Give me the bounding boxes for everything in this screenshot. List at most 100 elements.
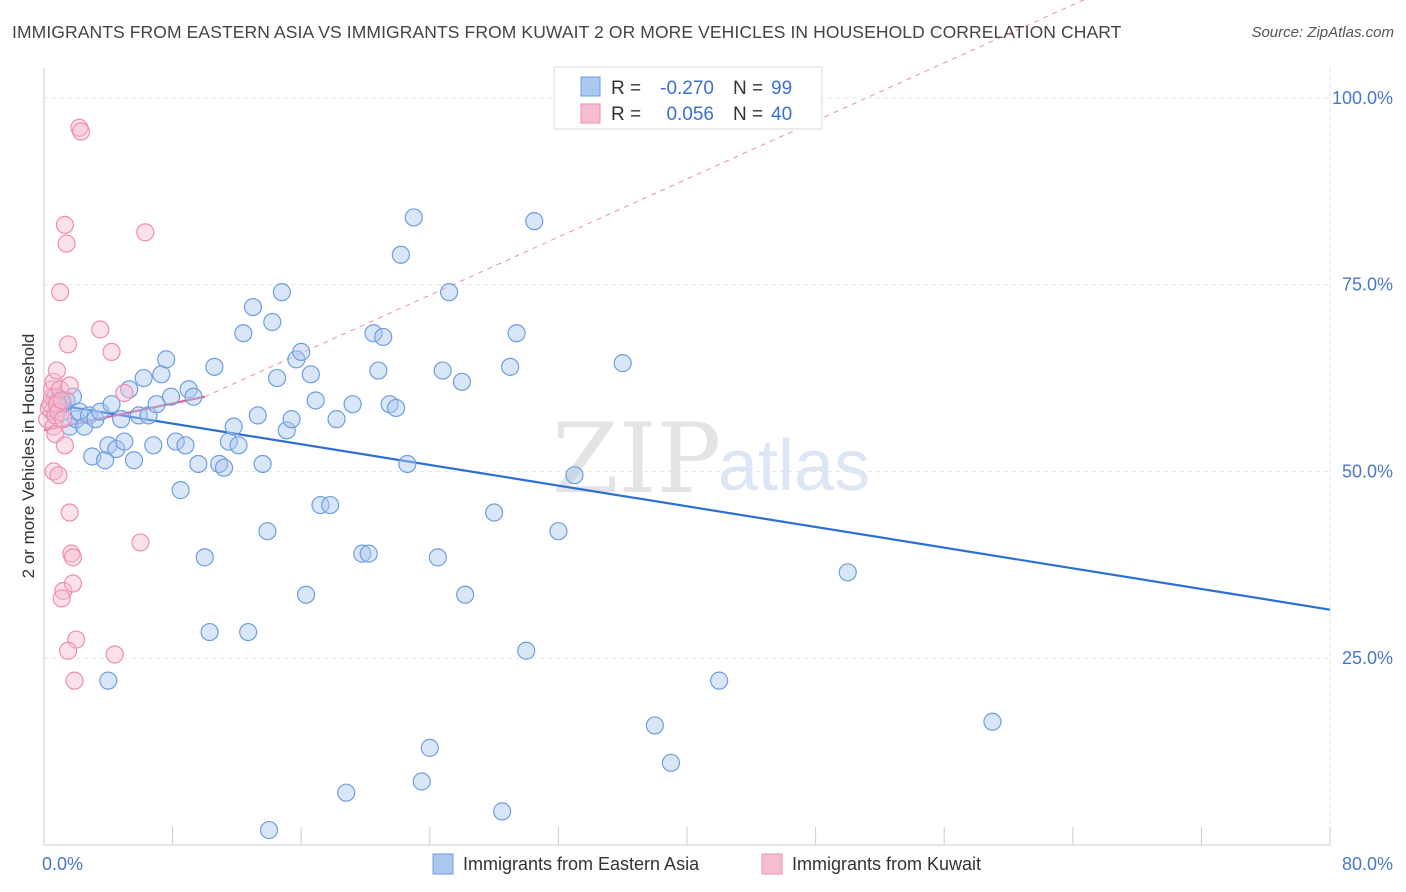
point-kuwait-18 <box>57 234 76 253</box>
point-kuwait-37 <box>63 574 83 593</box>
point-eastern-asia-93 <box>661 753 681 772</box>
point-eastern-asia-30 <box>161 387 181 406</box>
y-tick-labels: 25.0% 50.0% 75.0% 100.0% <box>1332 88 1393 668</box>
series-legend-swatch-kuwait <box>761 853 783 875</box>
point-kuwait-36 <box>52 589 71 608</box>
point-eastern-asia-15 <box>95 451 115 470</box>
point-kuwait-12 <box>50 283 70 302</box>
legend-r-value-eastern-asia: -0.270 <box>660 78 714 99</box>
point-eastern-asia-84 <box>493 802 512 821</box>
chart-title: IMMIGRANTS FROM EASTERN ASIA VS IMMIGRAN… <box>12 22 1122 42</box>
chart-source: Source: ZipAtlas.com <box>1251 24 1394 41</box>
y-tick-label-1: 50.0% <box>1342 461 1393 481</box>
point-kuwait-23 <box>65 671 84 690</box>
series-legend-label-kuwait: Immigrants from Kuwait <box>792 854 981 874</box>
point-eastern-asia-38 <box>200 622 219 642</box>
point-eastern-asia-67 <box>359 544 378 563</box>
point-kuwait-14 <box>52 391 71 410</box>
point-kuwait-9 <box>47 361 66 380</box>
point-eastern-asia-47 <box>243 297 263 317</box>
legend-n-label-kuwait: N = <box>733 104 763 125</box>
legend-r-value-kuwait: 0.056 <box>666 104 714 125</box>
point-eastern-asia-22 <box>124 451 144 470</box>
point-eastern-asia-86 <box>507 324 526 343</box>
point-eastern-asia-92 <box>645 716 664 735</box>
point-eastern-asia-81 <box>452 372 472 391</box>
point-kuwait-20 <box>60 503 79 522</box>
point-eastern-asia-54 <box>277 421 296 440</box>
point-eastern-asia-59 <box>301 365 320 384</box>
point-eastern-asia-33 <box>176 436 195 455</box>
point-eastern-asia-29 <box>157 350 176 369</box>
point-eastern-asia-37 <box>195 548 214 567</box>
legend-n-value-eastern-asia: 99 <box>771 78 792 99</box>
point-kuwait-22 <box>63 548 83 567</box>
trend-line-eastern-asia <box>51 403 1331 611</box>
point-eastern-asia-23 <box>129 406 148 425</box>
point-eastern-asia-55 <box>282 410 301 429</box>
point-eastern-asia-75 <box>404 208 423 227</box>
point-eastern-asia-49 <box>253 454 272 474</box>
point-eastern-asia-98 <box>259 820 279 840</box>
point-eastern-asia-58 <box>296 585 316 604</box>
point-eastern-asia-17 <box>102 395 121 414</box>
point-eastern-asia-74 <box>398 454 417 474</box>
point-eastern-asia-65 <box>343 395 362 414</box>
point-eastern-asia-64 <box>337 783 356 802</box>
y-axis-label: 2 or more Vehicles in Household <box>19 334 38 579</box>
point-kuwait-32 <box>60 376 79 395</box>
point-eastern-asia-62 <box>321 495 340 515</box>
watermark: ZIP atlas <box>552 403 870 515</box>
point-eastern-asia-19 <box>112 410 131 429</box>
point-eastern-asia-69 <box>369 361 388 380</box>
point-eastern-asia-51 <box>263 312 282 332</box>
series-legend: Immigrants from Eastern Asia Immigrants … <box>432 853 981 875</box>
point-kuwait-30 <box>136 223 155 242</box>
point-eastern-asia-46 <box>239 622 258 642</box>
legend-r-label-eastern-asia: R = <box>611 78 641 99</box>
legend-r-label-kuwait: R = <box>611 104 641 125</box>
legend-n-value-kuwait: 40 <box>771 104 792 125</box>
point-eastern-asia-32 <box>171 481 190 500</box>
point-eastern-asia-70 <box>374 327 393 347</box>
point-kuwait-34 <box>49 466 68 485</box>
point-eastern-asia-96 <box>983 712 1002 731</box>
point-eastern-asia-73 <box>391 245 410 264</box>
point-eastern-asia-97 <box>99 671 118 690</box>
point-eastern-asia-24 <box>134 368 153 388</box>
point-eastern-asia-50 <box>258 522 277 541</box>
y-tick-label-3: 100.0% <box>1332 88 1393 108</box>
x-tick-label-0: 0.0% <box>42 854 83 874</box>
x-tick-labels: 0.0% 80.0% <box>42 854 1393 874</box>
legend-swatch-kuwait <box>580 103 601 124</box>
point-eastern-asia-95 <box>838 563 857 582</box>
point-eastern-asia-26 <box>144 436 163 455</box>
point-eastern-asia-6 <box>60 417 79 436</box>
point-eastern-asia-76 <box>412 772 431 791</box>
legend-n-label-eastern-asia: N = <box>733 78 763 99</box>
legend-swatch-eastern-asia <box>580 76 601 97</box>
point-eastern-asia-36 <box>189 454 208 474</box>
point-kuwait-35 <box>54 581 73 601</box>
point-kuwait-38 <box>59 641 78 660</box>
point-kuwait-29 <box>115 383 134 403</box>
point-eastern-asia-79 <box>433 361 452 380</box>
x-tick-label-1: 80.0% <box>1342 854 1393 874</box>
point-kuwait-15 <box>54 410 73 429</box>
point-eastern-asia-80 <box>439 283 459 302</box>
point-eastern-asia-77 <box>420 738 439 757</box>
point-eastern-asia-44 <box>229 436 248 455</box>
point-eastern-asia-78 <box>428 548 447 567</box>
y-tick-label-0: 25.0% <box>1342 648 1393 668</box>
point-eastern-asia-90 <box>565 466 584 485</box>
y-tick-label-2: 75.0% <box>1342 275 1393 295</box>
point-eastern-asia-43 <box>224 417 243 436</box>
point-eastern-asia-87 <box>517 641 536 660</box>
point-kuwait-16 <box>55 436 74 455</box>
point-eastern-asia-66 <box>353 544 372 563</box>
point-eastern-asia-88 <box>525 212 544 231</box>
point-eastern-asia-83 <box>485 503 504 522</box>
point-kuwait-39 <box>105 645 124 664</box>
point-kuwait-26 <box>71 122 91 141</box>
